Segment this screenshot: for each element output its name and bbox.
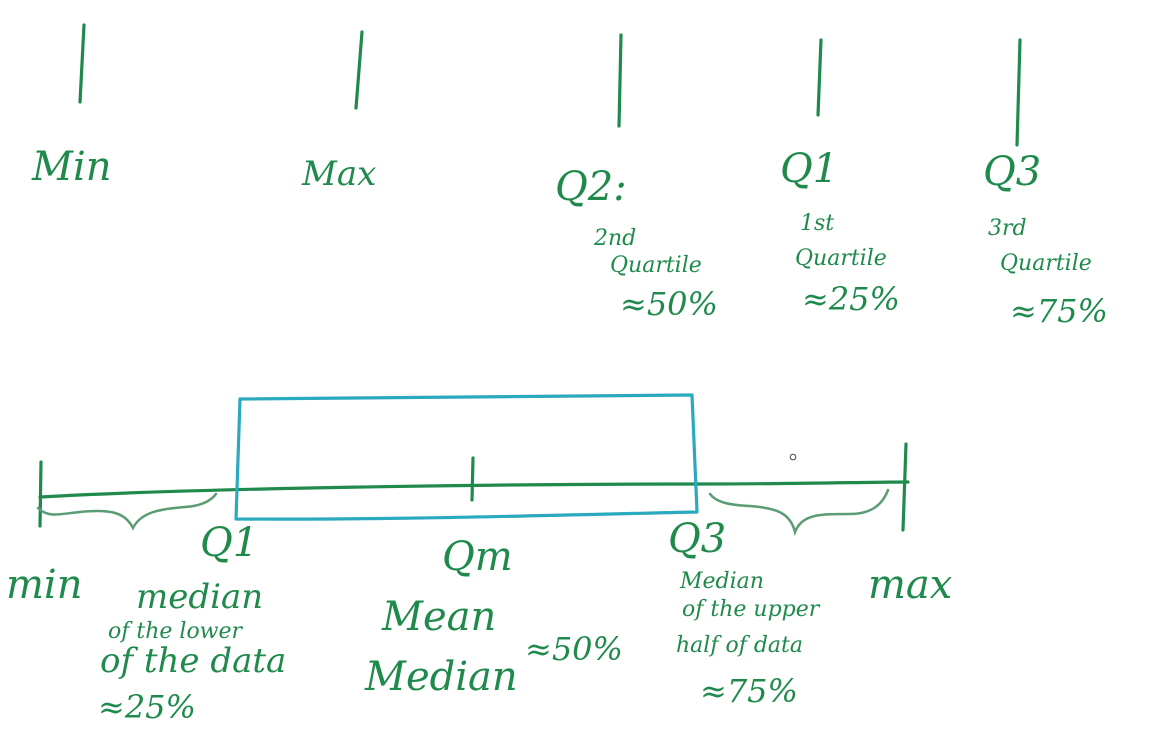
boxplot-qm-desc-2: Median [364,654,518,700]
boxplot-q3-desc-2: of the upper [682,597,821,622]
boxplot-qm-label: Qm [442,534,513,580]
q3-label: Q3 [983,149,1041,195]
median-tick [470,456,475,502]
q2-desc-line1: 2nd [593,226,636,251]
boxplot-q3-pct: ≈75% [700,672,798,710]
min-end-tick [38,460,43,528]
q2-pct: ≈50% [620,285,718,323]
max-tick [354,30,364,110]
q3-tick [1015,38,1022,147]
boxplot-q1-pct: ≈25% [98,688,196,726]
q1-desc-line2: Quartile [795,246,887,271]
boxplot-qm-desc-1: Mean [381,594,496,640]
boxplot-qm-pct: ≈50% [525,630,623,668]
q3-desc-line1: 3rd [988,216,1027,241]
boxplot-q3-label: Q3 [668,516,726,562]
max-end-tick [901,442,908,532]
q2-tick [617,33,623,128]
q2-desc-line2: Quartile [610,253,702,278]
q3-pct: ≈75% [1010,292,1108,330]
q1-pct: ≈25% [802,280,900,318]
boxplot-q1-label: Q1 [200,520,258,566]
boxplot-q1-desc-3: of the data [100,641,286,681]
min-tick [78,23,86,104]
max-label: Max [301,154,376,194]
lower-whisker-brace [36,492,218,531]
boxplot-max-label: max [868,562,952,608]
boxplot-q3-desc-1: Median [679,569,764,594]
boxplot-q1-desc-1: median [136,577,263,617]
boxplot-q1-desc-2: of the lower [108,619,244,644]
iqr-box [234,393,699,521]
boxplot-q3-desc-3: half of data [676,633,803,658]
min-label: Min [31,144,112,190]
q3-desc-line2: Quartile [1000,251,1092,276]
q2-label: Q2: [555,164,627,210]
axis-line [38,480,910,499]
q1-tick [816,38,823,117]
boxplot-min-label: min [6,562,82,608]
cursor-dot [789,453,797,461]
upper-whisker-brace [708,488,890,537]
q1-desc-line1: 1st [800,211,834,236]
q1-label: Q1 [780,146,838,192]
